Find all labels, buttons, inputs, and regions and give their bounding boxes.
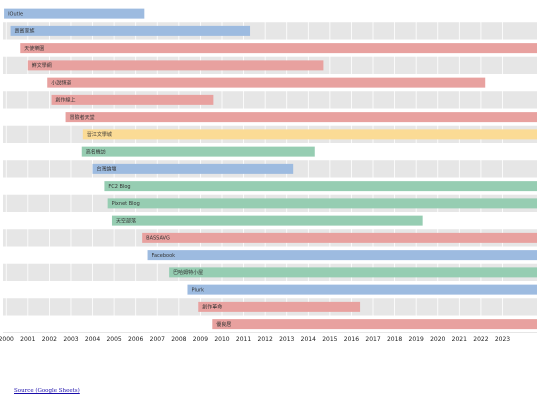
bar-label: 高名機訪 xyxy=(86,148,106,155)
x-tick-label: 2007 xyxy=(150,336,165,343)
timeline-bar[interactable] xyxy=(10,25,251,36)
timeline-bar[interactable] xyxy=(142,232,537,243)
timeline-bar[interactable] xyxy=(20,43,537,54)
timeline-bar[interactable] xyxy=(65,112,537,123)
timeline-bar[interactable] xyxy=(4,8,145,19)
timeline-bar[interactable] xyxy=(212,319,537,330)
timeline-bar[interactable] xyxy=(198,301,361,312)
timeline-bar[interactable] xyxy=(27,60,324,71)
timeline-bar[interactable] xyxy=(147,250,538,261)
x-tick-label: 2012 xyxy=(258,336,273,343)
x-tick-label: 2016 xyxy=(344,336,359,343)
x-tick-label: 2002 xyxy=(42,336,57,343)
x-tick-label: 2001 xyxy=(20,336,35,343)
x-tick-label: 2009 xyxy=(193,336,208,343)
x-tick-label: 2018 xyxy=(387,336,402,343)
timeline-bar[interactable] xyxy=(107,198,537,209)
source-link[interactable]: Source (Google Sheets) xyxy=(14,388,80,394)
timeline-chart: IOutle 貴賓家族天使樂園鮮文學網小說頻道創作線上冒險者天堂晉江文學城高名機訪… xyxy=(0,8,538,343)
x-tick-label: 2003 xyxy=(63,336,78,343)
bar-label: Pixnet Blog xyxy=(112,201,140,207)
bar-label: 台灣論壇 xyxy=(97,166,117,173)
x-tick-label: 2021 xyxy=(452,336,467,343)
bar-label: BASSAVG xyxy=(146,236,170,242)
bar-label: 天使樂園 xyxy=(24,45,44,52)
bar-label: FC2 Blog xyxy=(108,184,130,190)
x-axis-ticks: 2000 2001 2002 2003 2004 2005 2006 2007 2008 2009… xyxy=(0,332,537,343)
timeline-bars: IOutle 貴賓家族天使樂園鮮文學網小說頻道創作線上冒險者天堂晉江文學城高名機訪… xyxy=(4,8,538,330)
timeline-bar[interactable] xyxy=(81,146,315,157)
x-tick-label: 2000 xyxy=(0,336,14,343)
x-tick-label: 2011 xyxy=(236,336,251,343)
bar-label: 冒險者天堂 xyxy=(70,114,95,121)
timeline-bar[interactable] xyxy=(169,267,537,278)
x-tick-label: 2019 xyxy=(409,336,424,343)
bar-label: 貴賓家族 xyxy=(15,28,35,35)
x-tick-label: 2005 xyxy=(106,336,121,343)
timeline-bar[interactable] xyxy=(187,284,538,295)
bar-label: IOutle xyxy=(8,11,23,17)
x-tick-label: 2022 xyxy=(473,336,488,343)
x-tick-label: 2017 xyxy=(365,336,380,343)
timeline-bar[interactable] xyxy=(47,77,486,88)
x-tick-label: 2010 xyxy=(214,336,229,343)
bar-label: 優良居 xyxy=(216,321,231,328)
bar-label: Plurk xyxy=(191,287,204,293)
timeline-bar[interactable] xyxy=(104,181,537,192)
bar-label: 天空部落 xyxy=(116,217,136,224)
bar-label: 創作革命 xyxy=(202,304,222,311)
x-tick-label: 2023 xyxy=(495,336,510,343)
timeline-bar[interactable] xyxy=(51,94,214,105)
x-tick-label: 2013 xyxy=(279,336,294,343)
timeline-bar[interactable] xyxy=(82,129,538,140)
bar-label: 巴哈姆特小屋 xyxy=(173,269,203,276)
bar-label: 晉江文學城 xyxy=(87,131,112,138)
x-tick-label: 2006 xyxy=(128,336,143,343)
x-tick-label: 2015 xyxy=(322,336,337,343)
x-tick-label: 2020 xyxy=(430,336,445,343)
x-tick-label: 2004 xyxy=(85,336,100,343)
bar-label: 創作線上 xyxy=(56,97,76,104)
bar-label: 鮮文學網 xyxy=(32,62,52,69)
x-tick-label: 2014 xyxy=(301,336,316,343)
bar-label: 小說頻道 xyxy=(51,79,71,86)
timeline-bar[interactable] xyxy=(111,215,423,226)
timeline-bar[interactable] xyxy=(92,163,294,174)
x-tick-label: 2008 xyxy=(171,336,186,343)
bar-label: Facebook xyxy=(152,253,176,259)
